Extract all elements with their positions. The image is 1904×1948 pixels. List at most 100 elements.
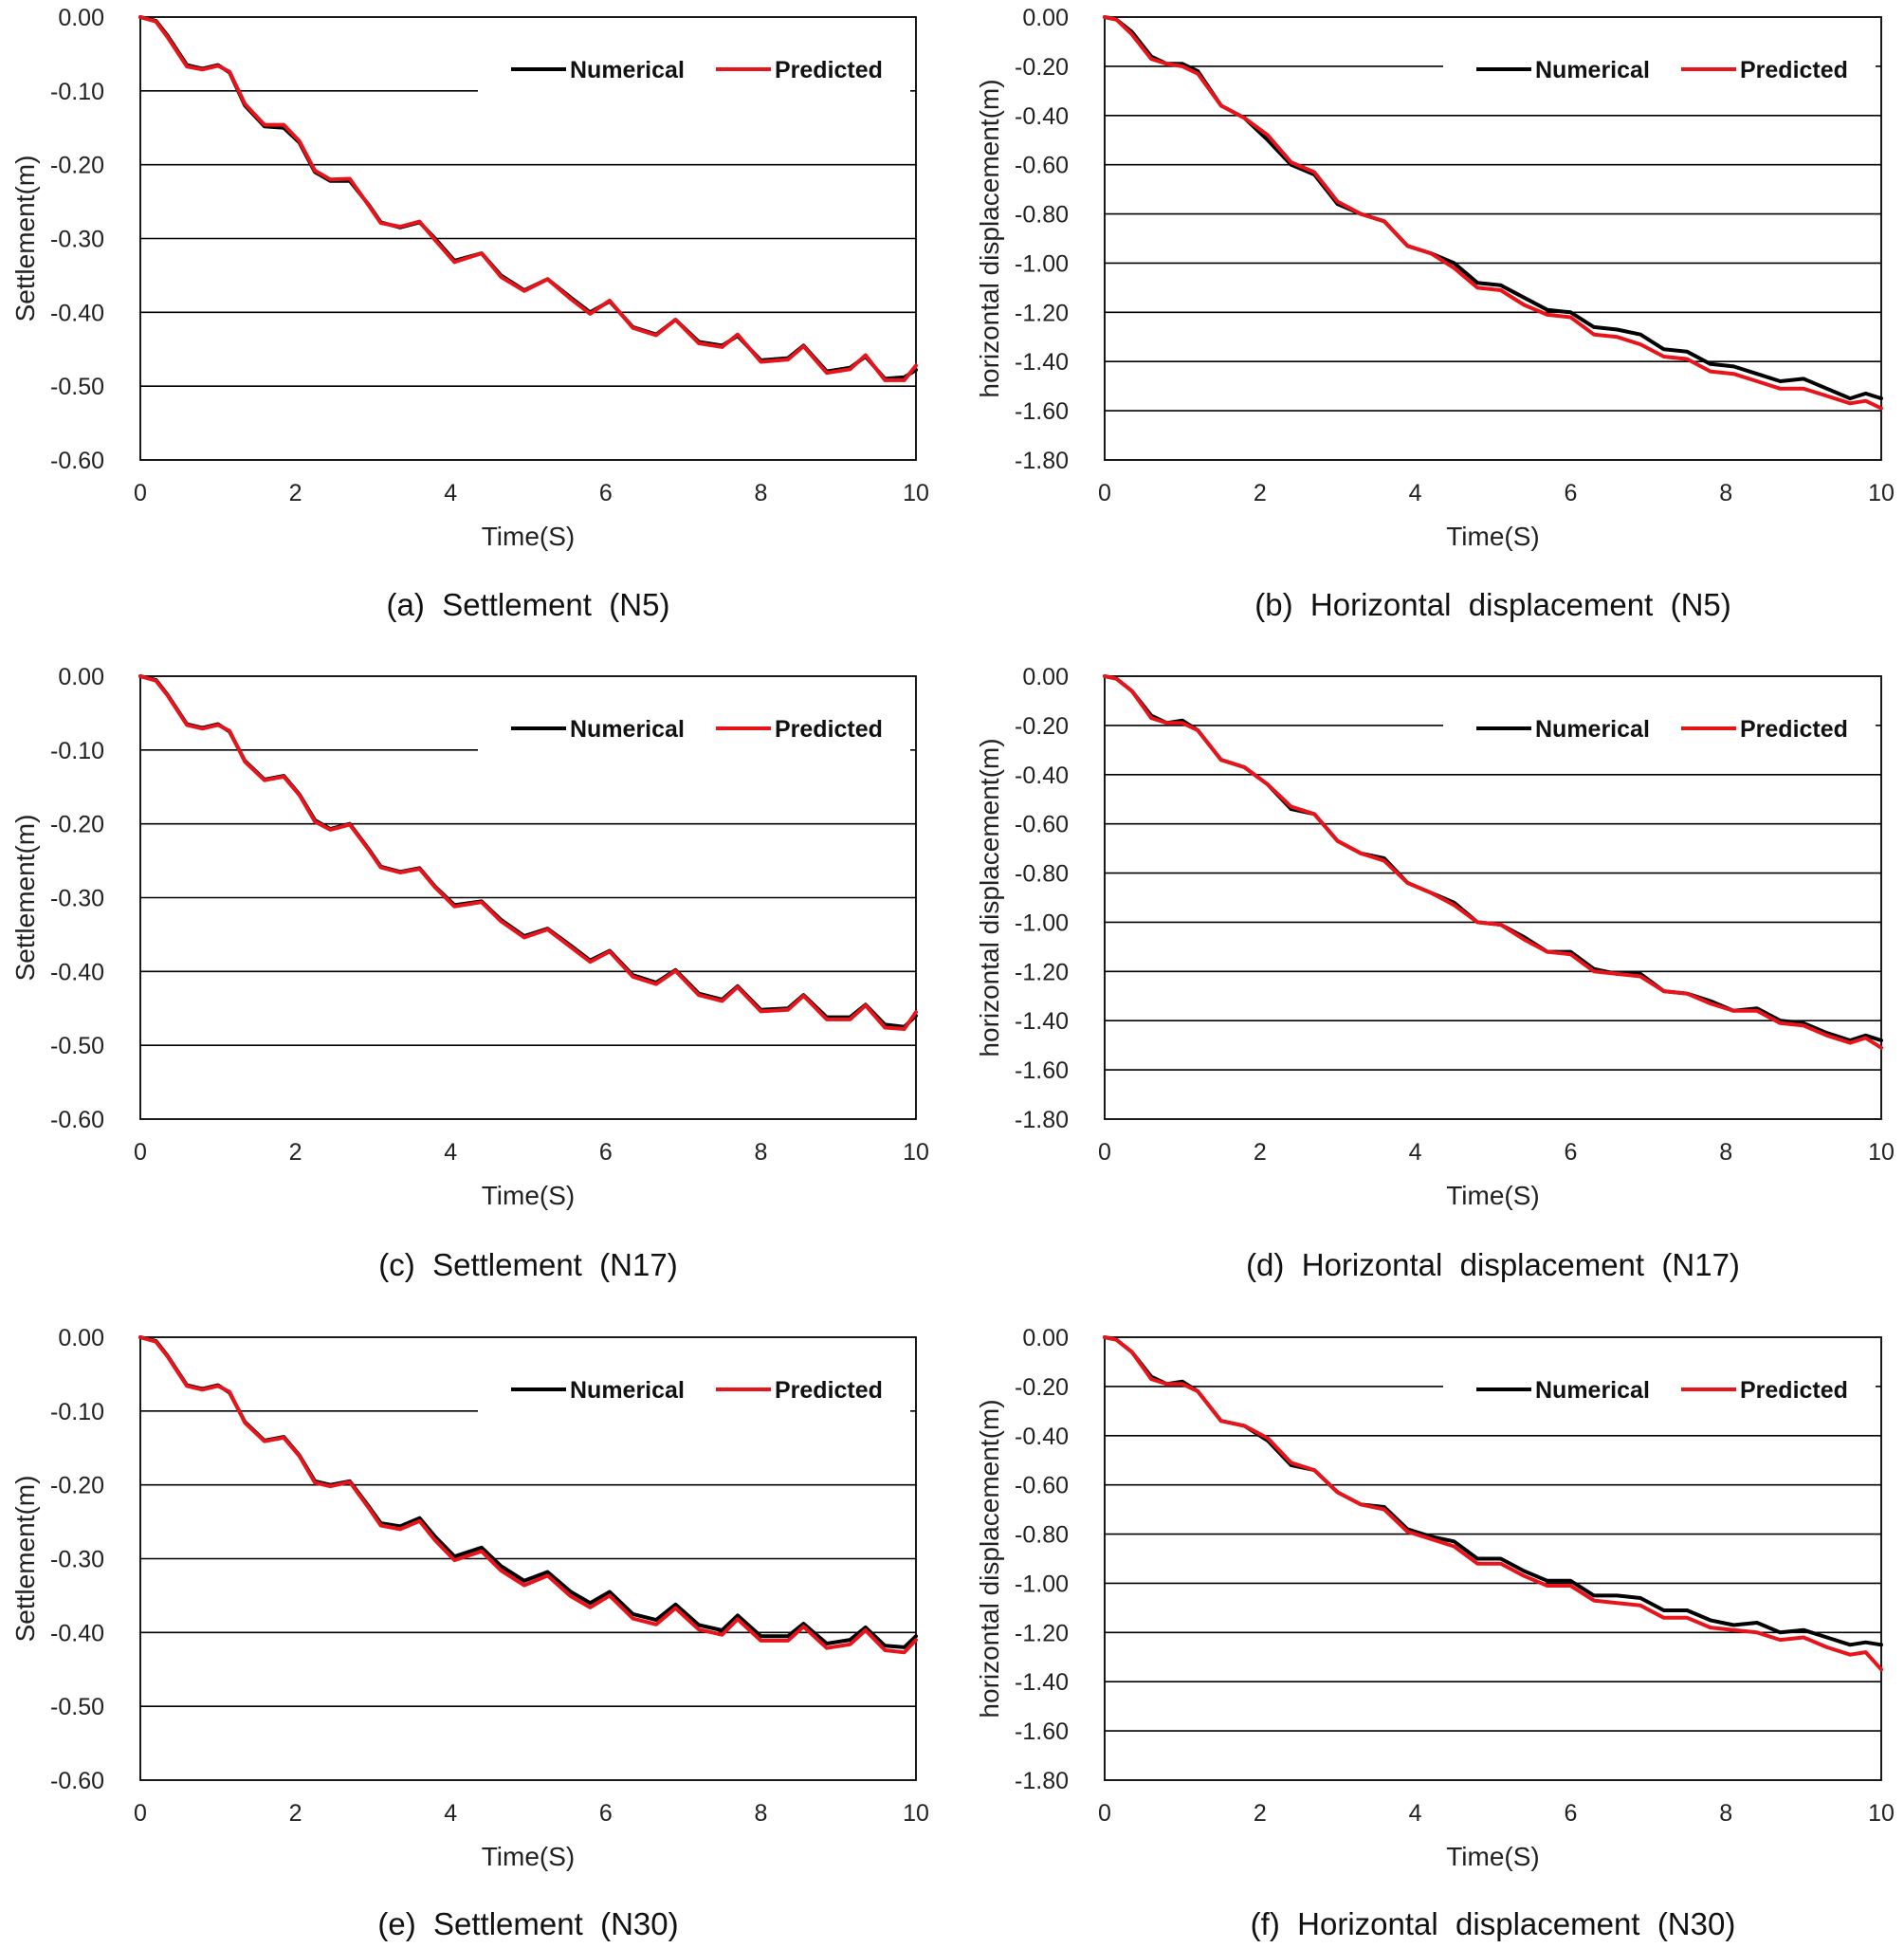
x-tick-label: 2: [289, 1800, 302, 1827]
x-tick-label: 2: [1254, 480, 1267, 506]
figure-caption: (e) Settlement (N30): [377, 1906, 678, 1941]
series-line-predicted: [1103, 15, 1883, 411]
y-axis-label: horizontal displacement(m): [975, 79, 1004, 397]
series-line-numerical: [1103, 15, 1883, 401]
y-tick-label: -0.20: [50, 1473, 104, 1499]
x-tick-label: 10: [903, 1800, 929, 1827]
y-tick-label: 0.00: [1022, 5, 1069, 31]
x-tick-label: 8: [1719, 1139, 1732, 1166]
chart-panel-4: 0.00 -0.20 -0.40 -0.60 -0.80 -1.00 -1.20 -1.40 -…: [975, 664, 1895, 1282]
legend-label-predicted: Predicted: [775, 1377, 883, 1404]
y-tick-label: -1.00: [1015, 1571, 1069, 1597]
y-tick-label: -0.50: [50, 1694, 104, 1720]
y-tick-label: -0.20: [50, 153, 104, 179]
y-tick-label: -1.20: [1015, 300, 1069, 326]
y-axis-label: Settlement(m): [10, 156, 40, 322]
y-tick-label: -1.20: [1015, 959, 1069, 985]
x-tick-label: 2: [289, 1139, 302, 1166]
chart-panel-5: 0.00 -0.10 -0.20 -0.30 -0.40 -0.50 -0.60 0 2 4 6 8 1…: [10, 1325, 929, 1941]
x-tick-label: 10: [1868, 1139, 1895, 1166]
x-tick-label: 6: [599, 480, 613, 506]
y-tick-label: -1.60: [1015, 1718, 1069, 1745]
legend-label-numerical: Numerical: [1535, 57, 1650, 83]
legend: Numerical Predicted: [511, 716, 883, 743]
x-tick-label: 8: [1719, 480, 1732, 506]
x-tick-label: 4: [1409, 480, 1422, 506]
series-line-predicted: [138, 1335, 918, 1655]
y-tick-label: -0.10: [50, 1399, 104, 1425]
plot-area: [139, 1336, 917, 1781]
x-tick-label: 6: [1564, 1139, 1577, 1166]
legend-label-numerical: Numerical: [570, 716, 685, 743]
y-axis-label: Settlement(m): [10, 815, 40, 982]
x-tick-label: 4: [1409, 1139, 1422, 1166]
y-tick-label: -0.20: [1015, 713, 1069, 740]
y-tick-label: -0.20: [1015, 54, 1069, 81]
y-tick-label: -0.40: [50, 1620, 104, 1646]
x-tick-label: 10: [1868, 480, 1895, 506]
x-tick-label: 8: [1719, 1800, 1732, 1827]
x-tick-label: 10: [1868, 1800, 1895, 1827]
legend-label-numerical: Numerical: [570, 57, 685, 83]
x-tick-label: 6: [599, 1800, 613, 1827]
x-tick-label: 0: [134, 1139, 147, 1166]
y-tick-label: -0.80: [1015, 861, 1069, 888]
legend-label-predicted: Predicted: [1740, 716, 1848, 743]
y-tick-label: -1.80: [1015, 1107, 1069, 1133]
y-tick-label: 0.00: [58, 664, 104, 690]
legend: Numerical Predicted: [1476, 716, 1848, 743]
y-tick-label: -1.20: [1015, 1620, 1069, 1646]
y-tick-label: -1.80: [1015, 448, 1069, 474]
y-tick-label: -1.00: [1015, 910, 1069, 936]
x-tick-label: 10: [903, 480, 929, 506]
x-tick-label: 8: [754, 480, 767, 506]
y-tick-label: 0.00: [1022, 1325, 1069, 1351]
y-tick-label: -0.60: [1015, 153, 1069, 179]
y-axis-label: horizontal displacement(m): [975, 1399, 1004, 1718]
y-tick-label: 0.00: [1022, 664, 1069, 690]
legend-label-predicted: Predicted: [1740, 57, 1848, 83]
x-axis-label: Time(S): [482, 522, 576, 551]
y-tick-label: -0.20: [50, 812, 104, 838]
y-tick-label: -1.00: [1015, 250, 1069, 277]
y-tick-label: -0.30: [50, 227, 104, 253]
series-line-predicted: [138, 674, 918, 1031]
chart-panel-6: 0.00 -0.20 -0.40 -0.60 -0.80 -1.00 -1.20 -1.40 -…: [975, 1325, 1895, 1941]
series-line-predicted: [138, 15, 918, 382]
x-tick-label: 10: [903, 1139, 929, 1166]
y-tick-label: -0.10: [50, 79, 104, 105]
legend: Numerical Predicted: [1476, 57, 1848, 83]
chart-panel-2: 0.00 -0.20 -0.40 -0.60 -0.80 -1.00 -1.20 -1.40 -…: [975, 5, 1895, 622]
x-tick-label: 4: [444, 1139, 457, 1166]
y-tick-label: -0.80: [1015, 1522, 1069, 1549]
y-tick-label: -0.80: [1015, 202, 1069, 229]
x-tick-label: 4: [444, 1800, 457, 1827]
x-tick-label: 6: [1564, 1800, 1577, 1827]
x-axis-label: Time(S): [482, 1842, 576, 1871]
legend: Numerical Predicted: [1476, 1377, 1848, 1404]
y-axis-label: Settlement(m): [10, 1476, 40, 1643]
y-tick-label: -0.40: [1015, 763, 1069, 789]
y-tick-label: -0.50: [50, 374, 104, 400]
chart-panel-3: 0.00 -0.10 -0.20 -0.30 -0.40 -0.50 -0.60 0 2 4 6 8 1…: [10, 664, 929, 1282]
plot-area: [1104, 1336, 1882, 1781]
x-tick-label: 8: [754, 1139, 767, 1166]
x-tick-label: 2: [289, 480, 302, 506]
plot-area: [1104, 16, 1882, 461]
y-tick-label: -0.60: [50, 448, 104, 474]
x-axis-label: Time(S): [1446, 522, 1540, 551]
plot-area: [139, 16, 917, 461]
series-line-predicted: [1103, 1335, 1883, 1672]
legend-label-predicted: Predicted: [1740, 1377, 1848, 1404]
x-tick-label: 0: [134, 480, 147, 506]
x-tick-label: 0: [1098, 1139, 1111, 1166]
y-tick-label: -1.40: [1015, 1008, 1069, 1035]
y-tick-label: -0.30: [50, 886, 104, 912]
y-tick-label: 0.00: [58, 1325, 104, 1351]
legend-label-numerical: Numerical: [570, 1377, 685, 1404]
y-tick-label: -0.40: [50, 300, 104, 326]
y-tick-label: -1.40: [1015, 349, 1069, 376]
x-tick-label: 4: [1409, 1800, 1422, 1827]
